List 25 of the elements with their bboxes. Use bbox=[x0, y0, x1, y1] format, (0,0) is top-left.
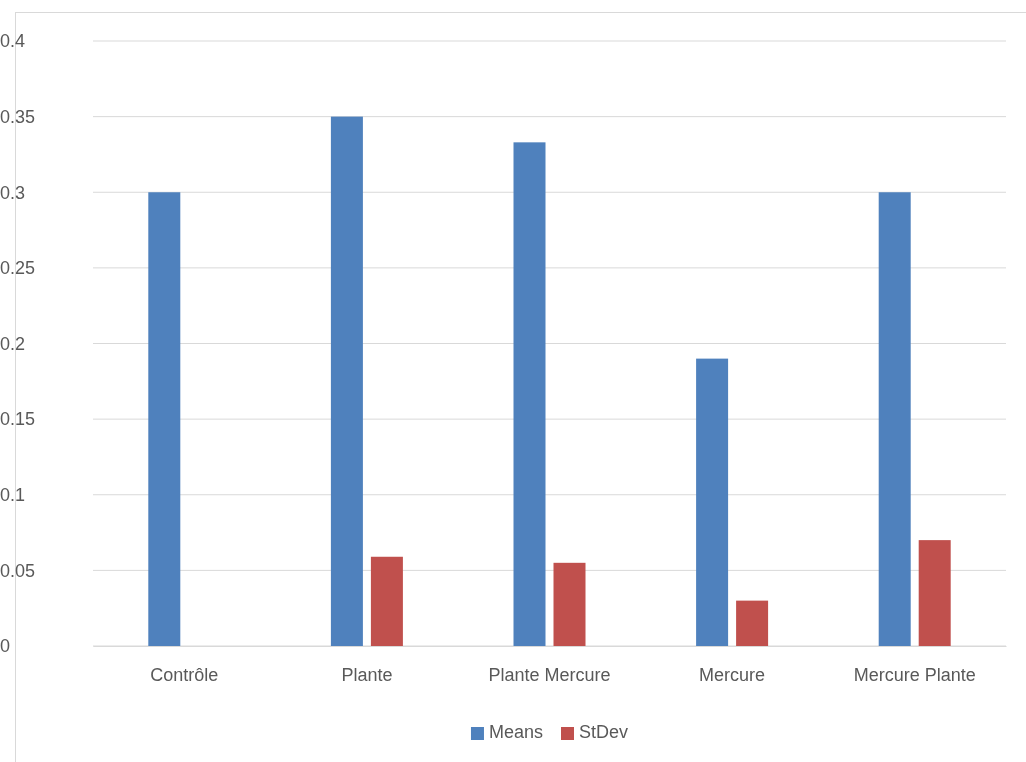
bar bbox=[736, 600, 769, 646]
bar bbox=[878, 192, 911, 646]
bar bbox=[918, 540, 951, 646]
bar bbox=[370, 556, 403, 646]
x-tick-label: Mercure Plante bbox=[853, 664, 976, 685]
y-tick-label: 0 bbox=[0, 636, 11, 657]
y-tick-label: 0.2 bbox=[0, 333, 26, 354]
bar bbox=[148, 192, 181, 646]
x-tick-label: Contrôle bbox=[150, 664, 219, 685]
x-tick-label: Mercure bbox=[699, 664, 766, 685]
legend-label: StDev bbox=[579, 722, 629, 742]
y-tick-label: 0.4 bbox=[0, 31, 26, 52]
y-tick-label: 0.3 bbox=[0, 182, 26, 203]
y-tick-label: 0.35 bbox=[0, 106, 36, 127]
legend-label: Means bbox=[488, 722, 543, 742]
x-tick-label: Plante Mercure bbox=[488, 664, 611, 685]
y-tick-label: 0.05 bbox=[0, 560, 36, 581]
x-tick-label: Plante bbox=[341, 664, 393, 685]
bar bbox=[330, 116, 363, 646]
bar bbox=[553, 562, 586, 646]
y-tick-label: 0.1 bbox=[0, 485, 26, 506]
y-tick-label: 0.15 bbox=[0, 409, 36, 430]
bar bbox=[696, 358, 729, 646]
bar bbox=[513, 142, 546, 646]
y-tick-label: 0.25 bbox=[0, 258, 36, 279]
